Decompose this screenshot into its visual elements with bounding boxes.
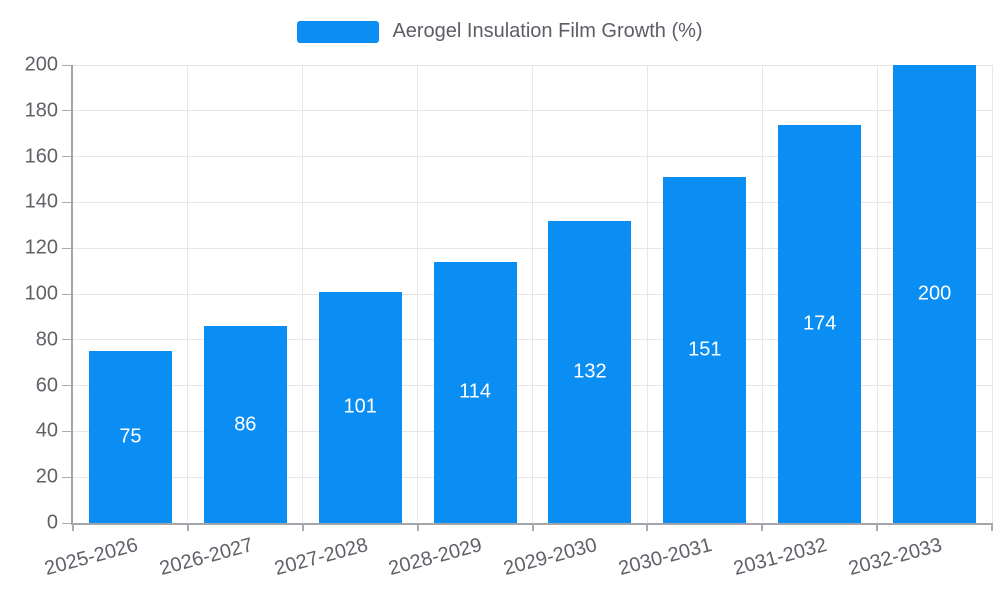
y-tick xyxy=(62,522,71,524)
y-axis-label: 80 xyxy=(35,328,58,351)
y-axis-label: 20 xyxy=(35,465,58,488)
y-axis-label: 40 xyxy=(35,419,58,442)
x-tick xyxy=(876,523,879,531)
gridline-v xyxy=(761,65,763,523)
x-axis-label: 2025-2026 xyxy=(42,534,141,581)
x-tick xyxy=(991,523,993,531)
x-axis-label: 2032-2033 xyxy=(846,534,945,581)
x-tick xyxy=(646,523,649,531)
y-tick xyxy=(62,339,71,341)
x-axis-label: 2031-2032 xyxy=(731,534,830,581)
bar: 114 xyxy=(433,261,517,523)
bar-value-label: 200 xyxy=(917,282,952,305)
gridline-v xyxy=(991,65,993,523)
y-tick xyxy=(62,476,71,478)
y-tick xyxy=(62,156,71,158)
y-tick xyxy=(62,201,71,203)
gridline-v xyxy=(532,65,533,523)
y-axis-label: 120 xyxy=(24,236,58,259)
x-tick xyxy=(416,523,419,531)
y-tick xyxy=(62,430,71,432)
y-tick xyxy=(62,64,71,66)
gridline-v xyxy=(646,65,648,523)
legend-swatch xyxy=(297,20,380,43)
bar: 200 xyxy=(893,65,977,523)
x-axis-label: 2029-2030 xyxy=(501,534,600,581)
x-tick xyxy=(301,523,304,531)
y-tick xyxy=(62,385,71,387)
x-tick xyxy=(761,523,764,531)
bar: 101 xyxy=(318,291,402,523)
bar-value-label: 114 xyxy=(459,380,492,403)
x-tick xyxy=(531,523,534,531)
legend-item[interactable]: Aerogel Insulation Film Growth (%) xyxy=(0,20,1000,43)
gridline-v xyxy=(187,65,189,523)
bar: 75 xyxy=(88,351,172,523)
y-axis-label: 200 xyxy=(24,53,58,76)
y-tick xyxy=(62,110,71,112)
y-tick xyxy=(62,247,71,249)
x-axis-label: 2030-2031 xyxy=(616,534,715,581)
y-axis-label: 160 xyxy=(24,145,58,168)
gridline-v xyxy=(417,65,419,523)
y-axis-label: 100 xyxy=(24,282,58,305)
legend-label: Aerogel Insulation Film Growth (%) xyxy=(392,20,703,42)
bar: 174 xyxy=(778,124,862,523)
bar: 132 xyxy=(548,220,632,523)
bar-value-label: 132 xyxy=(573,360,607,383)
bar-value-label: 86 xyxy=(234,413,257,436)
y-axis-label: 0 xyxy=(46,511,58,534)
x-axis-label: 2027-2028 xyxy=(271,534,370,581)
bar-value-label: 101 xyxy=(343,395,377,418)
y-tick xyxy=(62,293,71,295)
plot-area: 0 20 40 60 80 100 120 140 160 180 200 75 2025-2026 86… xyxy=(25,54,993,580)
y-axis-label: 180 xyxy=(24,99,58,122)
bar-value-label: 151 xyxy=(688,338,722,361)
gridline-v xyxy=(876,65,878,523)
y-axis-line xyxy=(71,65,73,523)
bar: 86 xyxy=(203,326,287,523)
y-axis-label: 60 xyxy=(35,374,58,397)
y-axis-label: 140 xyxy=(24,190,58,213)
bar-value-label: 174 xyxy=(803,312,837,335)
x-axis-label: 2028-2029 xyxy=(386,534,485,581)
gridline-v xyxy=(302,65,304,523)
x-tick xyxy=(186,523,189,531)
bar: 151 xyxy=(663,177,747,523)
x-axis-label: 2026-2027 xyxy=(156,534,256,581)
x-tick xyxy=(72,523,74,531)
bar-value-label: 75 xyxy=(119,425,142,448)
